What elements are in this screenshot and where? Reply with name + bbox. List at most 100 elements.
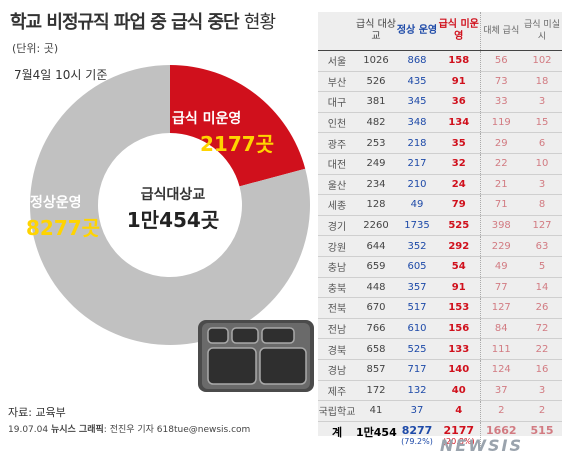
- cell-none: 18: [522, 71, 562, 93]
- header-target: 급식 대상교: [356, 12, 396, 51]
- cell-substitute: 111: [480, 338, 522, 360]
- cell-normal: 610: [396, 318, 438, 340]
- cell-substitute: 71: [480, 194, 522, 216]
- cell-region: 경북: [318, 338, 356, 360]
- cell-target: 448: [356, 277, 396, 299]
- table-row: 전북 670 517 153 127 26: [318, 297, 562, 319]
- cell-region: 충남: [318, 256, 356, 278]
- credit-date: 19.07.04: [8, 425, 49, 435]
- cell-unserved: 134: [438, 112, 481, 134]
- cell-none: 2: [522, 400, 562, 422]
- cell-none: 8: [522, 194, 562, 216]
- cell-substitute: 127: [480, 297, 522, 319]
- table-row: 울산 234 210 24 21 3: [318, 174, 562, 196]
- credit-line: 19.07.04 뉴시스 그래픽: 전진우 기자 618tue@newsis.c…: [8, 425, 251, 435]
- table-row: 인천 482 348 134 119 15: [318, 112, 562, 134]
- center-value: 1만454곳: [126, 208, 220, 232]
- cell-normal: 717: [396, 359, 438, 381]
- normal-value: 8277곳: [26, 216, 101, 240]
- cell-normal: 357: [396, 277, 438, 299]
- cell-none: 22: [522, 338, 562, 360]
- cell-normal: 348: [396, 112, 438, 134]
- cell-target: 482: [356, 112, 396, 134]
- cell-target: 128: [356, 194, 396, 216]
- cell-normal: 352: [396, 235, 438, 257]
- cell-none: 6: [522, 132, 562, 154]
- cell-target: 2260: [356, 215, 396, 237]
- cell-unserved: 24: [438, 174, 481, 196]
- table-row: 제주 172 132 40 37 3: [318, 380, 562, 402]
- cell-region: 울산: [318, 174, 356, 196]
- table-row: 경기 2260 1735 525 398 127: [318, 215, 562, 237]
- cell-normal: 525: [396, 338, 438, 360]
- credit-org: 뉴시스 그래픽: [50, 425, 104, 435]
- cell-target: 857: [356, 359, 396, 381]
- cell-substitute: 2: [480, 400, 522, 422]
- cell-normal: 37: [396, 400, 438, 422]
- cell-unserved: 35: [438, 132, 481, 154]
- cell-region: 세종: [318, 194, 356, 216]
- cell-region: 전남: [318, 318, 356, 340]
- table-row: 대구 381 345 36 33 3: [318, 91, 562, 113]
- cell-normal: 345: [396, 91, 438, 113]
- table-row: 대전 249 217 32 22 10: [318, 153, 562, 175]
- title-main: 학교 비정규직 파업 중 급식 중단: [10, 12, 240, 33]
- table-row: 국립학교 41 37 4 2 2: [318, 400, 562, 422]
- cell-substitute: 124: [480, 359, 522, 381]
- cell-substitute: 56: [480, 50, 522, 72]
- cell-target: 644: [356, 235, 396, 257]
- meal-tray-icon: [198, 320, 314, 392]
- cell-substitute: 229: [480, 235, 522, 257]
- cell-none: 5: [522, 256, 562, 278]
- cell-normal: 605: [396, 256, 438, 278]
- slice-unserved: [170, 65, 306, 187]
- cell-unserved: 156: [438, 318, 481, 340]
- table-row: 세종 128 49 79 71 8: [318, 194, 562, 216]
- cell-normal: 1735: [396, 215, 438, 237]
- cell-substitute: 29: [480, 132, 522, 154]
- cell-target: 234: [356, 174, 396, 196]
- total-label: 계: [318, 420, 356, 448]
- unit-note: (단위: 곳): [12, 42, 59, 55]
- donut-chart: [29, 65, 310, 345]
- total-normal: 8277 (79.2%): [396, 420, 438, 448]
- table-row: 충북 448 357 91 77 14: [318, 277, 562, 299]
- total-normal-pct: (79.2%): [401, 436, 433, 446]
- total-substitute: 1662: [480, 420, 522, 448]
- cell-unserved: 54: [438, 256, 481, 278]
- cell-none: 26: [522, 297, 562, 319]
- cell-normal: 517: [396, 297, 438, 319]
- cell-unserved: 292: [438, 235, 481, 257]
- as-of-note: 7월4일 10시 기준: [14, 68, 108, 82]
- header-unserved: 급식 미운영: [438, 12, 481, 51]
- cell-substitute: 22: [480, 153, 522, 175]
- cell-unserved: 4: [438, 400, 481, 422]
- header-substitute: 대체 급식: [480, 12, 522, 51]
- cell-unserved: 79: [438, 194, 481, 216]
- total-none: 515: [522, 420, 562, 448]
- cell-region: 전북: [318, 297, 356, 319]
- cell-target: 766: [356, 318, 396, 340]
- cell-region: 강원: [318, 235, 356, 257]
- unserved-value: 2177곳: [200, 132, 275, 156]
- cell-unserved: 32: [438, 153, 481, 175]
- cell-none: 16: [522, 359, 562, 381]
- cell-unserved: 158: [438, 50, 481, 72]
- cell-none: 3: [522, 91, 562, 113]
- cell-normal: 210: [396, 174, 438, 196]
- cell-target: 526: [356, 71, 396, 93]
- cell-region: 제주: [318, 380, 356, 402]
- cell-normal: 132: [396, 380, 438, 402]
- cell-region: 서울: [318, 50, 356, 72]
- table-row: 전남 766 610 156 84 72: [318, 318, 562, 340]
- cell-substitute: 33: [480, 91, 522, 113]
- credit-author: 전진우 기자 618tue@newsis.com: [109, 425, 251, 435]
- table-total-row: 계 1만454 8277 (79.2%) 2177 (20.8%) 1662 515: [318, 420, 562, 448]
- cell-unserved: 40: [438, 380, 481, 402]
- total-unserved-value: 2177: [443, 423, 475, 437]
- cell-unserved: 525: [438, 215, 481, 237]
- cell-normal: 49: [396, 194, 438, 216]
- total-unserved-pct: (20.8%): [442, 436, 475, 446]
- cell-region: 대구: [318, 91, 356, 113]
- cell-substitute: 84: [480, 318, 522, 340]
